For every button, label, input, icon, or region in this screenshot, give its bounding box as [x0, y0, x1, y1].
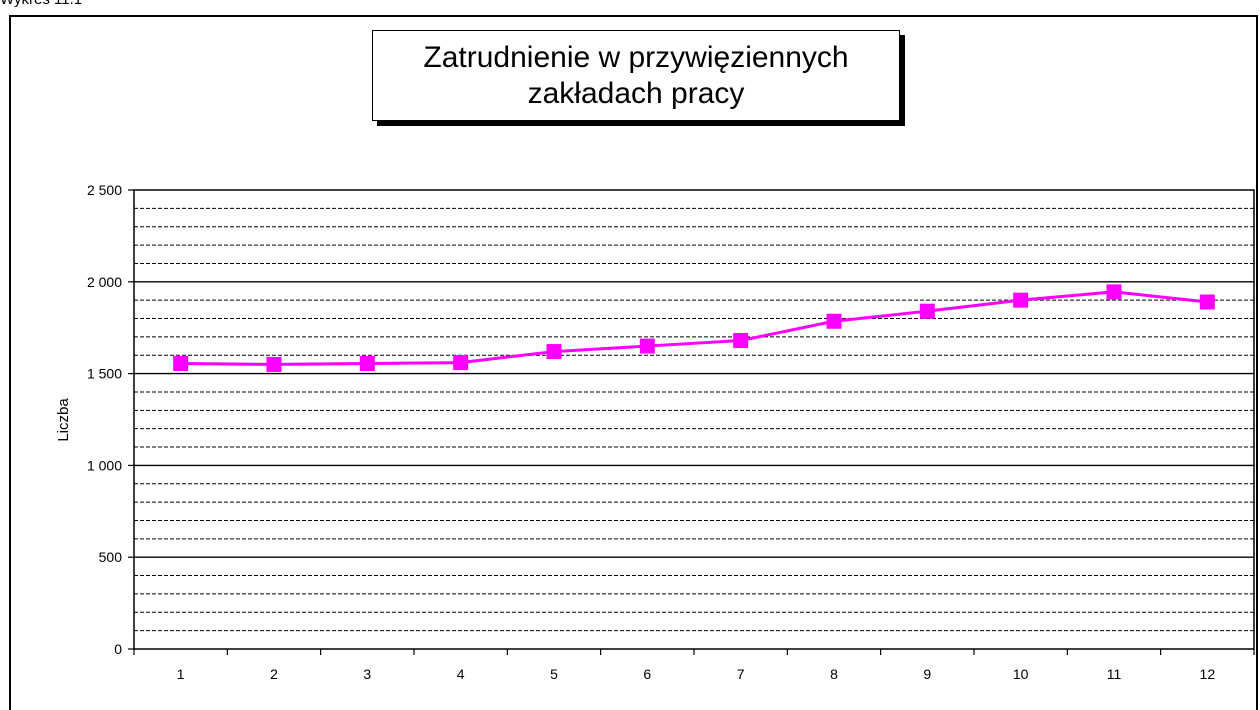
y-axis-ticks: 0 500 1 000 1 500 2 000 2 500	[87, 182, 134, 657]
data-point	[546, 344, 562, 360]
data-point	[733, 333, 749, 349]
data-point	[359, 356, 375, 372]
y-axis-label: Liczba	[55, 398, 72, 442]
x-tick-label: 10	[1013, 666, 1029, 682]
x-tick-label: 8	[830, 666, 838, 682]
x-tick-label: 12	[1200, 666, 1216, 682]
data-point	[173, 356, 189, 372]
plot-area-border	[133, 189, 1255, 650]
x-tick-label: 3	[363, 666, 371, 682]
data-point	[1013, 292, 1029, 308]
data-point	[639, 338, 655, 354]
data-point	[1199, 294, 1215, 310]
x-tick-label: 1	[177, 666, 185, 682]
x-tick-label: 11	[1107, 666, 1122, 682]
chart-title: Zatrudnienie w przywięziennych zakładach…	[372, 30, 900, 121]
x-tick-label: 2	[270, 666, 278, 682]
data-point	[919, 303, 935, 319]
x-tick-label: 6	[643, 666, 651, 682]
y-tick-label: 1 500	[87, 366, 122, 382]
x-tick-label: 7	[737, 666, 745, 682]
data-point	[266, 356, 282, 372]
y-tick-label: 500	[99, 549, 123, 565]
series-line	[180, 290, 1208, 366]
chart-title-line-2: zakładach pracy	[527, 76, 745, 110]
series-layer	[173, 284, 1215, 372]
y-tick-label: 2 500	[87, 182, 122, 198]
y-tick-label: 0	[114, 641, 122, 657]
x-axis-ticks: 1 2 3 4 5 6 7 8 9 10 11 12	[133, 649, 1255, 682]
x-tick-label: 5	[550, 666, 558, 682]
x-tick-label: 4	[457, 666, 465, 682]
data-point	[453, 355, 469, 371]
chart-title-line-1: Zatrudnienie w przywięziennych	[423, 40, 849, 74]
data-point	[826, 313, 842, 329]
y-tick-label: 2 000	[87, 274, 122, 290]
y-tick-label: 1 000	[87, 457, 122, 473]
x-tick-label: 9	[923, 666, 931, 682]
figure-caption: Wykres 11.1	[0, 0, 82, 8]
grid-lines	[134, 207, 1254, 632]
data-point	[1106, 284, 1122, 300]
